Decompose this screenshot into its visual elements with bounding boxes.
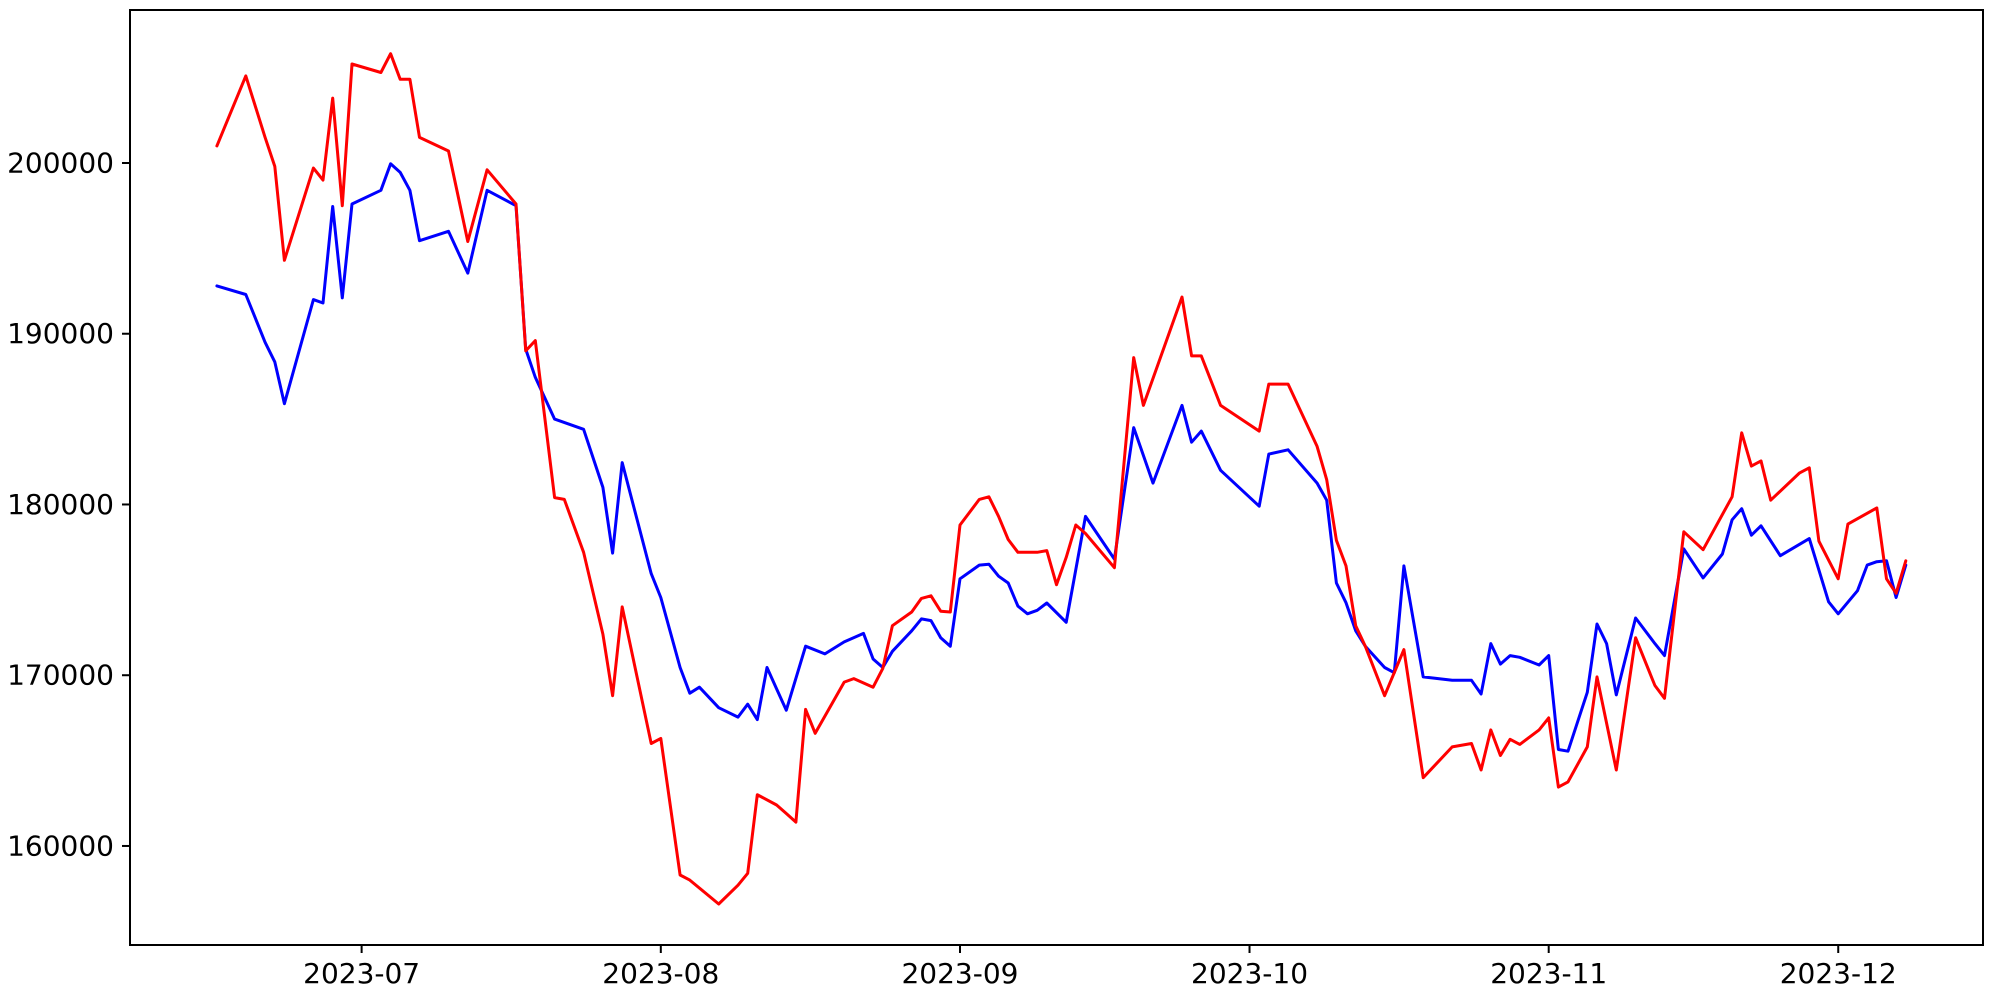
x-tick-label: 2023-08 — [602, 957, 719, 990]
series-red-line — [215, 52, 1908, 906]
plot-border — [129, 9, 1984, 946]
x-tick-label: 2023-09 — [901, 957, 1018, 990]
y-tick-label: 190000 — [7, 317, 114, 350]
y-tick-label: 170000 — [7, 659, 114, 692]
y-tick-label: 200000 — [7, 146, 114, 179]
x-tick-label: 2023-07 — [303, 957, 420, 990]
x-tick-label: 2023-10 — [1191, 957, 1308, 990]
y-tick-label: 180000 — [7, 488, 114, 521]
y-tick-label: 160000 — [7, 829, 114, 862]
x-tick-label: 2023-12 — [1780, 957, 1897, 990]
series-blue-line — [215, 162, 1908, 753]
x-tick-label: 2023-11 — [1490, 957, 1607, 990]
